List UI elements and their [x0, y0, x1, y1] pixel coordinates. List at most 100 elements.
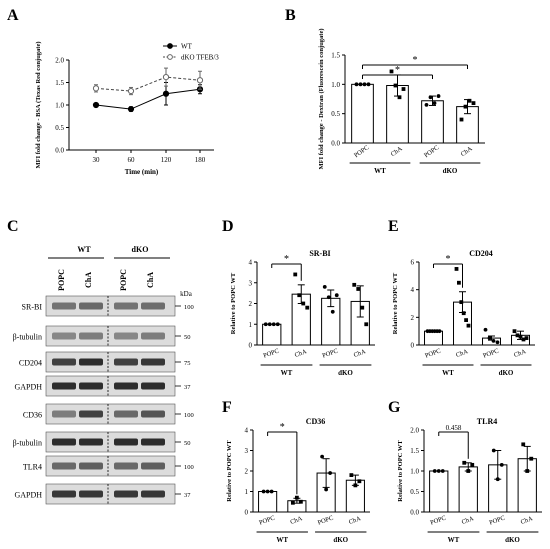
data-point-b-3	[467, 98, 472, 103]
data-point-g-3	[529, 456, 534, 461]
data-point-f-1	[298, 499, 303, 504]
x-tick-label-b: ChA	[390, 145, 404, 158]
blot-row-label-3: GAPDH	[14, 383, 42, 392]
group-label-d-1: dKO	[338, 369, 353, 377]
data-point-b-3	[463, 104, 468, 109]
panel-letter-f: F	[222, 399, 232, 416]
series-line-a-1	[95, 76, 201, 92]
blot-band-7-0	[52, 490, 76, 498]
x-tick-label-b: ChA	[460, 145, 474, 158]
data-point-e-3	[512, 329, 517, 334]
panel-letter-c: C	[7, 218, 19, 235]
blot-kda-value-4: 100	[184, 412, 194, 419]
y-tick-label-a: 2.0	[55, 57, 64, 65]
data-point-d-3	[360, 305, 365, 310]
blot-kda-value-3: 37	[184, 384, 191, 391]
blot-band-1-3	[141, 332, 165, 340]
data-point-g-2	[495, 477, 500, 482]
blot-band-2-3	[141, 358, 165, 366]
data-point-g-1	[462, 460, 467, 465]
y-tick-label-d: 0	[249, 342, 253, 350]
data-point-d-0	[263, 322, 268, 327]
y-tick-label-d: 2	[249, 300, 253, 308]
data-point-e-2	[483, 327, 488, 332]
x-tick-label-e: ChA	[455, 348, 469, 359]
data-point-e-2	[495, 340, 500, 345]
y-tick-label-b: 1.5	[331, 52, 340, 60]
bar-g-1	[458, 466, 478, 513]
data-point-a-1	[127, 87, 135, 95]
blot-row-label-4: CD36	[23, 411, 42, 420]
data-point-d-1	[301, 301, 306, 306]
data-point-f-2	[320, 454, 325, 459]
y-axis-label-g: Relative to POPC WT	[397, 440, 404, 502]
y-axis-label-a: MFI fold change - BSA (Texas Red conjuga…	[35, 41, 42, 168]
y-tick-label-e: 2	[411, 314, 415, 322]
data-point-e-3	[524, 336, 529, 340]
y-axis-label-e: Relative to POPC WT	[392, 272, 399, 334]
data-point-b-0	[354, 82, 359, 87]
blot-band-4-3	[141, 410, 165, 418]
blot-band-4-2	[114, 410, 138, 418]
blot-band-6-2	[114, 462, 138, 470]
data-point-e-2	[487, 336, 492, 340]
data-point-e-1	[464, 318, 468, 322]
data-point-d-0	[275, 322, 280, 327]
y-tick-label-e: 4	[411, 286, 415, 294]
data-point-f-0	[265, 489, 270, 494]
bar-b-0	[351, 83, 374, 144]
blot-band-3-3	[141, 382, 165, 390]
blot-band-4-0	[52, 410, 76, 418]
panel-title-f: CD36	[306, 417, 326, 426]
blot-band-7-3	[141, 490, 165, 498]
x-tick-label-a: 120	[161, 156, 172, 164]
blot-band-3-1	[79, 382, 103, 390]
data-point-b-0	[362, 82, 367, 87]
blot-band-7-2	[114, 490, 138, 498]
x-tick-label-g: ChA	[461, 515, 475, 526]
data-point-f-3	[357, 479, 362, 484]
x-tick-label-f: POPC	[317, 515, 335, 527]
x-tick-label-a: 180	[195, 156, 206, 164]
bar-g-0	[429, 470, 449, 513]
y-tick-label-d: 4	[249, 259, 253, 267]
sig-label-f: *	[280, 422, 285, 433]
blot-kda-label: kDa	[180, 290, 193, 298]
group-label-b-0: WT	[374, 167, 386, 175]
y-tick-label-d: 3	[249, 279, 253, 287]
legend-label-a-0: WT	[181, 43, 193, 51]
blot-band-1-0	[52, 332, 76, 340]
y-axis-label-f: Relative to POPC WT	[226, 440, 233, 502]
blot-kda-value-5: 50	[184, 440, 191, 447]
y-tick-label-a: 1.0	[55, 102, 64, 110]
data-point-b-2	[436, 94, 441, 98]
panel-title-g: TLR4	[477, 417, 497, 426]
blot-group-wt: WT	[77, 245, 91, 254]
data-point-g-1	[466, 469, 471, 473]
y-tick-label-g: 1.0	[410, 468, 419, 476]
data-point-g-0	[432, 469, 437, 473]
x-tick-label-d: ChA	[353, 348, 367, 359]
blot-band-1-2	[114, 332, 138, 340]
data-point-d-1	[293, 272, 298, 277]
data-point-d-3	[352, 282, 357, 287]
blot-band-0-2	[114, 302, 138, 310]
blot-band-0-1	[79, 302, 103, 310]
data-point-a-0	[127, 105, 135, 113]
blot-group-dko: dKO	[132, 245, 149, 254]
data-point-a-1	[162, 74, 170, 81]
data-point-b-2	[428, 95, 433, 100]
x-tick-label-d: POPC	[262, 348, 280, 360]
y-tick-label-a: 1.5	[55, 79, 64, 87]
y-tick-label-g: 0.0	[410, 509, 419, 517]
blot-row-label-0: SR-BI	[22, 303, 43, 312]
blot-band-6-0	[52, 462, 76, 470]
blot-band-5-2	[114, 438, 138, 446]
group-label-e-1: dKO	[499, 369, 514, 377]
data-point-a-1	[92, 85, 100, 92]
legend-marker-a-1	[167, 54, 173, 60]
blot-row-label-7: GAPDH	[14, 491, 42, 500]
blot-kda-value-7: 37	[184, 492, 191, 499]
data-point-d-2	[326, 295, 331, 300]
data-point-g-2	[491, 448, 496, 453]
